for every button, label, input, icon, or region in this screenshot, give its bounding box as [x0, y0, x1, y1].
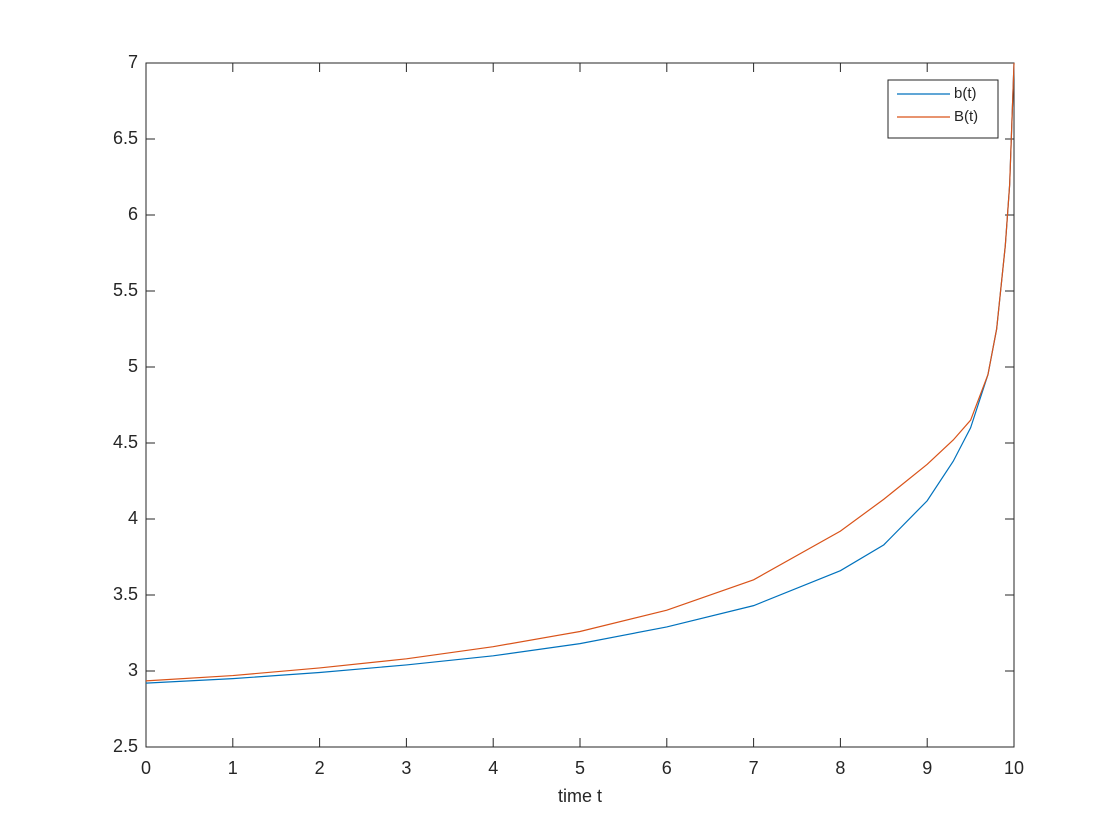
legend-label: B(t): [954, 108, 978, 125]
x-tick-label: 0: [141, 758, 151, 778]
x-tick-label: 9: [922, 758, 932, 778]
y-tick-label: 5: [128, 356, 138, 376]
x-tick-label: 1: [228, 758, 238, 778]
y-tick-label: 3.5: [113, 584, 138, 604]
y-tick-label: 3: [128, 660, 138, 680]
y-tick-label: 4: [128, 508, 138, 528]
y-tick-label: 7: [128, 52, 138, 72]
x-axis-label: time t: [558, 786, 602, 806]
y-tick-label: 5.5: [113, 280, 138, 300]
x-tick-label: 5: [575, 758, 585, 778]
x-tick-label: 2: [315, 758, 325, 778]
x-tick-label: 4: [488, 758, 498, 778]
x-tick-label: 10: [1004, 758, 1024, 778]
y-tick-label: 2.5: [113, 736, 138, 756]
y-tick-label: 6.5: [113, 128, 138, 148]
y-tick-label: 4.5: [113, 432, 138, 452]
y-tick-label: 6: [128, 204, 138, 224]
x-tick-label: 6: [662, 758, 672, 778]
legend-label: b(t): [954, 85, 977, 102]
legend-box: [887, 79, 999, 139]
series-line: [145, 62, 1015, 682]
x-tick-label: 7: [749, 758, 759, 778]
plot-area: [145, 62, 1015, 748]
x-tick-label: 3: [401, 758, 411, 778]
x-tick-label: 8: [835, 758, 845, 778]
